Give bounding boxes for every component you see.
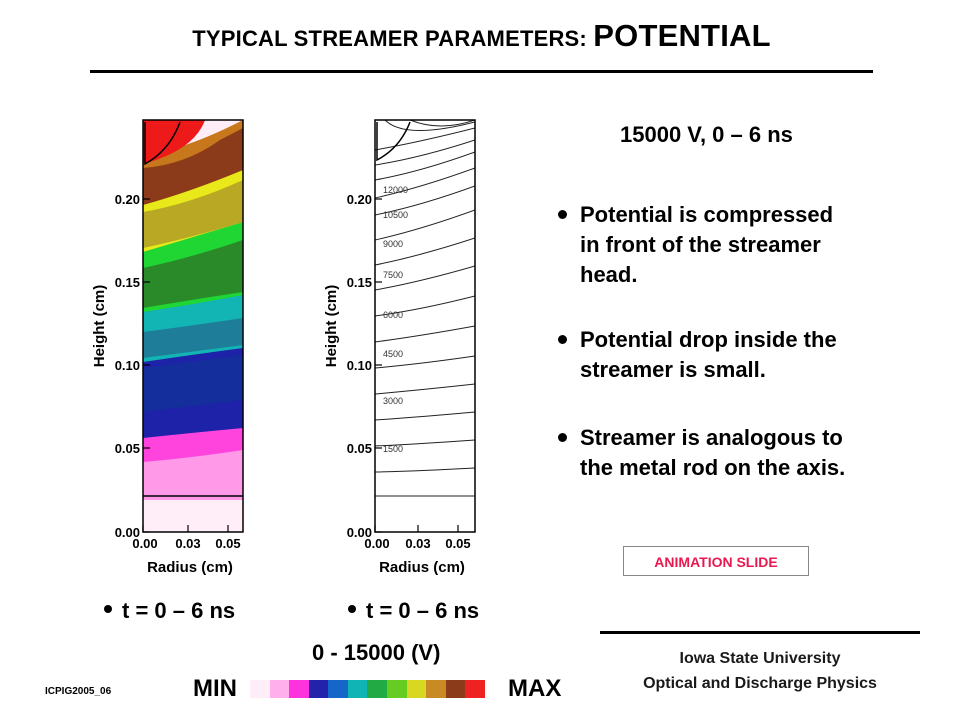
bullet-line: Potential drop inside the (580, 327, 837, 352)
institution-divider (600, 631, 920, 634)
potential-color-map (143, 120, 243, 532)
color-scale-swatch (445, 680, 466, 698)
ytick-label: 0.05 (347, 441, 372, 456)
xtick-label: 0.05 (215, 536, 240, 551)
xtick-label: 0.05 (445, 536, 470, 551)
y-axis-label: Height (cm) (323, 285, 340, 368)
ytick-label: 0.00 (347, 525, 372, 540)
institution-name: Iowa State University (679, 650, 841, 667)
animation-slide-badge: ANIMATION SLIDE (623, 546, 809, 576)
bullet-dot-icon (104, 605, 112, 614)
contour-label: 6000 (383, 310, 403, 320)
title-prefix: TYPICAL STREAMER PARAMETERS: (192, 26, 594, 51)
time-label-left: t = 0 – 6 ns (104, 598, 235, 624)
ytick-label: 0.10 (115, 358, 140, 373)
time-label-text: t = 0 – 6 ns (122, 598, 236, 623)
time-label-text: t = 0 – 6 ns (366, 598, 480, 623)
right-plot-frame (374, 119, 476, 533)
range-label: 0 - 15000 (V) (312, 640, 441, 665)
contour-label: 9000 (383, 239, 403, 249)
bullet-dot-icon (558, 433, 567, 442)
title-main: POTENTIAL (593, 18, 771, 53)
bullet-dot-icon (558, 210, 567, 219)
color-scale-swatch (367, 680, 388, 698)
color-scale-swatch (406, 680, 427, 698)
bullet-line: Potential is compressed (580, 202, 834, 227)
min-label: MIN (193, 675, 237, 702)
contour-label: 12000 (383, 185, 408, 195)
slide-id: ICPIG2005_06 (45, 686, 112, 697)
title-divider (90, 70, 873, 73)
max-label: MAX (508, 675, 562, 702)
ytick-label: 0.20 (115, 192, 140, 207)
contour-label: 10500 (383, 210, 408, 220)
color-scale-swatch (308, 680, 329, 698)
color-scale-swatch (387, 680, 407, 698)
ytick-label: 0.10 (347, 358, 372, 373)
xtick-label: 0.00 (132, 536, 157, 551)
subtitle: 15000 V, 0 – 6 ns (620, 122, 793, 147)
color-scale-swatch (328, 680, 348, 698)
ytick-label: 0.00 (115, 525, 140, 540)
color-scale-swatch (269, 680, 290, 698)
xtick-label: 0.03 (405, 536, 430, 551)
bullet-line: Streamer is analogous to (580, 425, 843, 450)
color-scale-swatch (347, 680, 368, 698)
left-axis-ticks (142, 198, 229, 533)
ytick-label: 0.15 (347, 275, 372, 290)
color-scale-swatch (465, 680, 485, 698)
ytick-label: 0.15 (115, 275, 140, 290)
bullet-line: the metal rod on the axis. (580, 455, 846, 480)
color-scale-bar (250, 680, 485, 698)
ytick-label: 0.05 (115, 441, 140, 456)
xtick-label: 0.03 (175, 536, 200, 551)
bullet-line: streamer is small. (580, 357, 766, 382)
institution-group: Optical and Discharge Physics (643, 675, 877, 692)
color-scale-swatch (289, 680, 309, 698)
bullet-line: head. (580, 262, 638, 287)
contour-label: 1500 (383, 444, 403, 454)
x-axis-label: Radius (cm) (147, 559, 233, 576)
left-plot-frame (142, 119, 244, 533)
y-axis-label: Height (cm) (91, 285, 108, 368)
bullet-dot-icon (348, 605, 356, 614)
contour-label: 7500 (383, 270, 403, 280)
bullet-line: in front of the streamer (580, 232, 821, 257)
contour-label: 3000 (383, 396, 403, 406)
bullet-dot-icon (558, 335, 567, 344)
color-scale-swatch (250, 680, 270, 698)
streamer-outline (376, 121, 411, 162)
x-axis-label: Radius (cm) (379, 559, 465, 576)
ytick-label: 0.20 (347, 192, 372, 207)
contour-labels: 12000 10500 9000 7500 6000 4500 3000 150… (383, 185, 408, 454)
right-axis-ticks (374, 198, 459, 533)
streamer-outline (144, 121, 181, 166)
contour-label: 4500 (383, 349, 403, 359)
slide-title: TYPICAL STREAMER PARAMETERS: POTENTIAL (90, 18, 873, 54)
xtick-label: 0.00 (364, 536, 389, 551)
time-label-right: t = 0 – 6 ns (348, 598, 479, 624)
potential-contour-map (375, 120, 475, 497)
color-scale-swatch (426, 680, 446, 698)
